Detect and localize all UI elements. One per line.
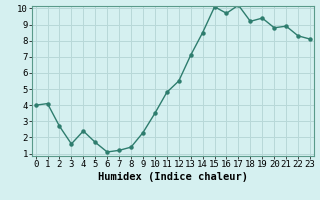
- X-axis label: Humidex (Indice chaleur): Humidex (Indice chaleur): [98, 172, 248, 182]
